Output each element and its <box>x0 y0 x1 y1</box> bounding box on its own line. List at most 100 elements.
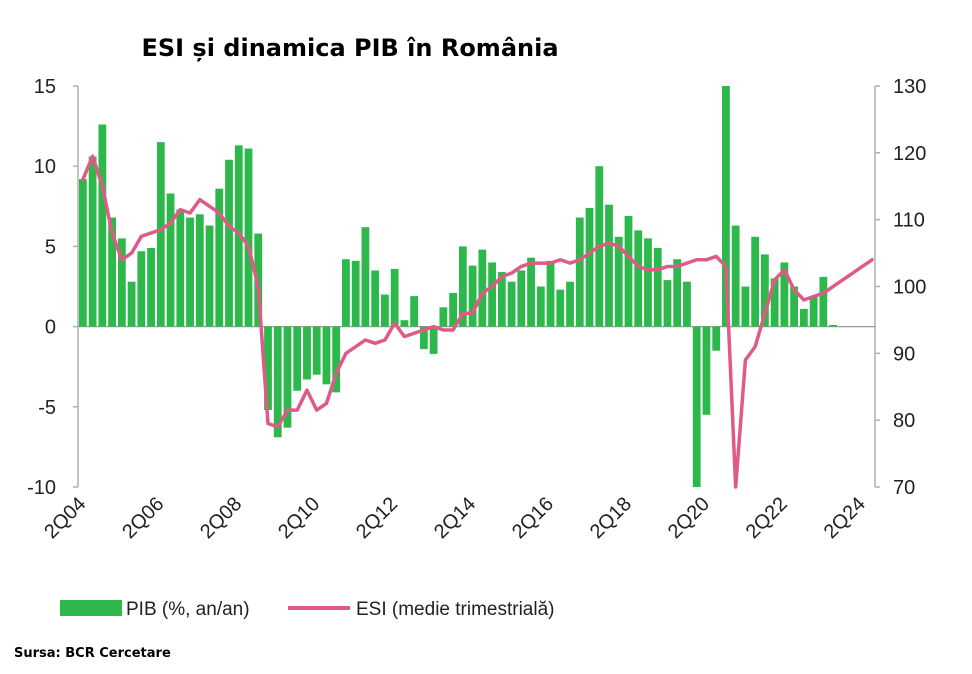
right-tick-label: 100 <box>893 277 926 299</box>
left-tick-label: 5 <box>45 236 56 258</box>
pib-bar <box>497 272 506 327</box>
legend-label-esi: ESI (medie trimestrială) <box>356 599 555 620</box>
x-tick-label: 2Q14 <box>430 493 480 543</box>
pib-bar <box>556 289 565 327</box>
pib-bar <box>264 326 272 411</box>
x-tick-label: 2Q20 <box>664 493 714 543</box>
right-tick-label: 70 <box>893 477 915 499</box>
pib-bar <box>488 262 496 327</box>
pib-bar <box>614 236 623 327</box>
right-tick-label: 130 <box>893 76 926 98</box>
pib-bar <box>780 262 789 327</box>
right-tick-label: 80 <box>893 410 915 432</box>
pib-bar <box>536 286 545 327</box>
pib-bar <box>634 230 643 327</box>
pib-bar <box>371 270 380 327</box>
pib-bar <box>673 259 682 327</box>
right-tick-label: 90 <box>893 343 915 365</box>
pib-bar <box>712 326 721 351</box>
pib-bar <box>419 326 428 350</box>
x-tick-label: 2Q10 <box>274 493 324 543</box>
pib-bar <box>351 260 360 327</box>
pib-bar <box>283 326 292 428</box>
pib-bar <box>449 292 458 327</box>
pib-bar <box>322 326 331 385</box>
pib-bar <box>468 265 477 327</box>
pib-bar <box>117 238 126 327</box>
pib-bar <box>790 286 799 327</box>
bar-series-pib <box>78 86 837 487</box>
right-tick-label: 110 <box>893 210 925 232</box>
pib-bar <box>156 142 165 327</box>
pib-bar <box>644 238 652 327</box>
pib-bar <box>215 188 224 327</box>
x-tick-label: 2Q12 <box>352 493 402 543</box>
pib-bar <box>342 259 350 327</box>
pib-bar <box>176 209 185 327</box>
pib-bar <box>439 307 448 327</box>
pib-bar <box>303 326 311 380</box>
x-tick-label: 2Q22 <box>742 493 792 543</box>
pib-bar <box>722 86 730 327</box>
pib-bar <box>653 248 662 327</box>
pib-bar <box>741 286 750 327</box>
pib-bar <box>273 326 282 438</box>
pib-bar <box>517 270 526 327</box>
pib-bar <box>799 308 808 327</box>
esi-line <box>81 154 874 489</box>
pib-bar <box>225 159 233 327</box>
left-tick-label: 15 <box>34 76 56 98</box>
pib-bar <box>166 193 175 327</box>
pib-bar <box>683 281 691 327</box>
pib-bar <box>98 124 107 327</box>
legend: PIB (%, an/an) ESI (medie trimestrială) <box>60 599 555 620</box>
x-tick-label: 2Q18 <box>586 493 636 543</box>
right-tick-label: 120 <box>893 143 926 165</box>
pib-bar <box>546 260 555 327</box>
pib-bar <box>410 296 419 327</box>
pib-bar <box>663 280 672 327</box>
pib-bar <box>205 225 214 327</box>
pib-bar <box>312 326 321 375</box>
x-tick-label: 2Q24 <box>820 493 870 543</box>
pib-bar <box>478 249 487 327</box>
pib-bar <box>751 236 760 327</box>
pib-bar <box>761 254 769 327</box>
pib-bar <box>575 217 584 327</box>
pib-bar <box>527 257 535 327</box>
pib-bar <box>293 326 302 391</box>
pib-bar <box>137 251 146 327</box>
pib-bar <box>585 207 594 327</box>
pib-bar <box>458 246 467 327</box>
left-tick-label: -5 <box>38 397 56 419</box>
pib-bar <box>507 281 516 327</box>
pib-bar <box>88 156 97 327</box>
legend-label-pib: PIB (%, an/an) <box>126 599 250 620</box>
pib-bar <box>108 217 116 327</box>
pib-bar <box>819 276 828 327</box>
pib-bar <box>770 278 779 327</box>
x-tick-label: 2Q16 <box>508 493 558 543</box>
pib-bar <box>702 326 711 415</box>
line-series-esi <box>81 154 874 489</box>
left-axis: -10 -5 0 5 10 15 <box>27 76 78 499</box>
left-tick-label: 0 <box>45 317 56 339</box>
pib-bar <box>244 148 253 327</box>
pib-bar <box>429 326 438 354</box>
left-tick-label: -10 <box>27 477 56 499</box>
pib-bar <box>195 214 204 327</box>
pib-bar <box>829 325 837 327</box>
pib-bar <box>605 204 613 327</box>
pib-bar <box>731 225 740 327</box>
pib-bar <box>624 215 633 327</box>
pib-bar <box>186 217 194 327</box>
legend-swatch-pib <box>60 600 122 616</box>
x-tick-label: 2Q06 <box>118 493 168 543</box>
right-axis: 70 80 90 100 110 120 130 <box>875 76 926 499</box>
pib-bar <box>127 281 136 327</box>
pib-bar <box>400 320 409 327</box>
chart-title: ESI și dinamica PIB în România <box>141 34 559 62</box>
pib-bar <box>390 268 399 327</box>
pib-bar <box>692 326 701 487</box>
